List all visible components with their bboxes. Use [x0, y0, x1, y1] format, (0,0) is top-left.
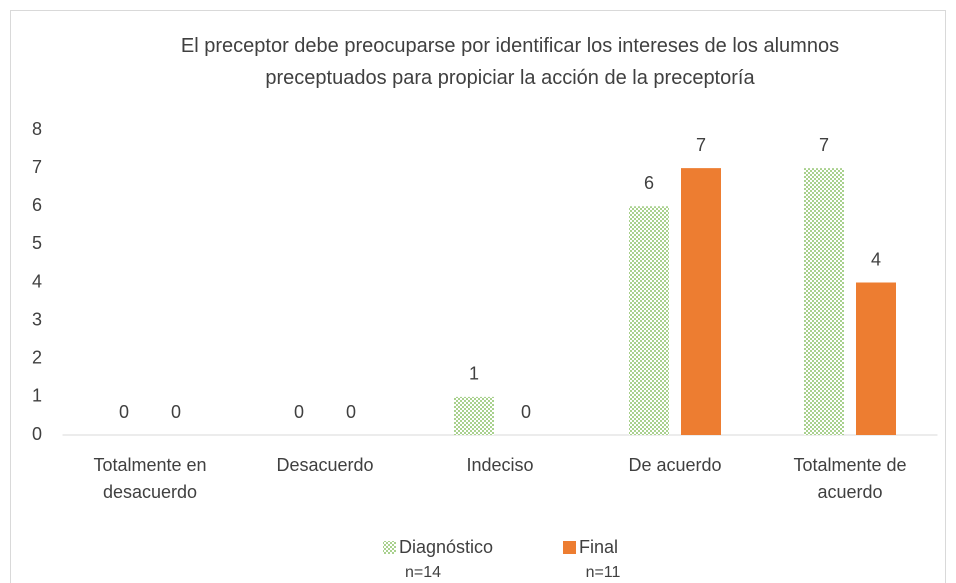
- chart-title: El preceptor debe preocuparse por identi…: [180, 35, 840, 89]
- data-label: 4: [871, 249, 881, 269]
- bar: [856, 282, 896, 435]
- data-label: 7: [819, 135, 829, 155]
- legend-swatch: [383, 541, 396, 554]
- x-tick-label: Totalmente en desacuerdo: [93, 455, 207, 502]
- x-tick-label: Indeciso: [466, 455, 534, 475]
- data-label: 0: [171, 402, 181, 422]
- y-tick-label: 1: [32, 386, 42, 406]
- bar: [629, 206, 669, 435]
- legend-label: Final: [579, 537, 618, 557]
- data-label: 1: [469, 364, 479, 384]
- legend-label: Diagnóstico: [399, 537, 493, 557]
- chart-frame: [10, 10, 946, 583]
- data-label: 7: [696, 135, 706, 155]
- data-label: 0: [119, 402, 129, 422]
- legend-note: n=11: [586, 564, 621, 581]
- y-tick-label: 3: [32, 309, 42, 329]
- legend-note: n=14: [405, 564, 441, 581]
- data-label: 6: [644, 173, 654, 193]
- data-label: 0: [521, 402, 531, 422]
- bar: [681, 168, 721, 435]
- bar: [804, 168, 844, 435]
- data-label: 0: [346, 402, 356, 422]
- y-tick-label: 2: [32, 348, 42, 368]
- x-tick-label: De acuerdo: [628, 455, 722, 475]
- y-tick-label: 5: [32, 233, 42, 253]
- x-tick-label: Totalmente de acuerdo: [793, 455, 907, 502]
- y-tick-label: 7: [32, 157, 42, 177]
- y-tick-label: 6: [32, 195, 42, 215]
- y-tick-label: 4: [32, 271, 42, 291]
- legend-swatch: [563, 541, 576, 554]
- x-tick-label: Desacuerdo: [276, 455, 374, 475]
- y-tick-label: 0: [32, 424, 42, 444]
- bar: [454, 396, 494, 435]
- data-label: 0: [294, 402, 304, 422]
- y-tick-label: 8: [32, 119, 42, 139]
